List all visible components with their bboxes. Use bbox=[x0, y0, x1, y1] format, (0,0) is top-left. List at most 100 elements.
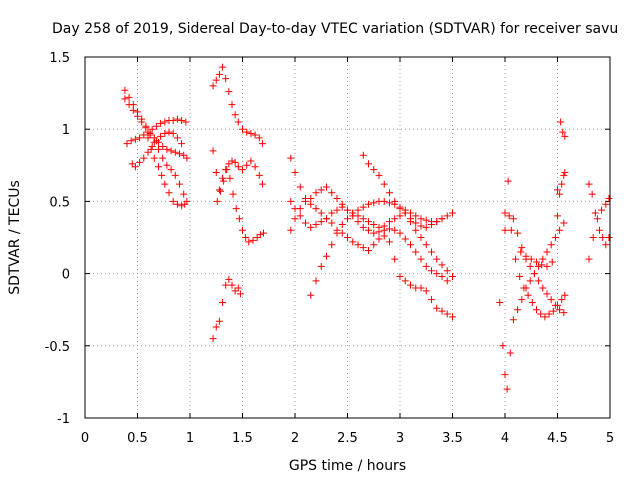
data-point bbox=[588, 190, 596, 198]
data-point bbox=[176, 180, 183, 188]
data-point bbox=[535, 262, 543, 270]
data-point bbox=[234, 284, 242, 292]
data-point bbox=[157, 132, 165, 140]
y-tick-label: 0 bbox=[62, 268, 70, 283]
data-point bbox=[543, 290, 551, 298]
data-point bbox=[328, 189, 336, 197]
data-point bbox=[412, 212, 420, 220]
data-point bbox=[136, 158, 144, 166]
series-arc-q bbox=[501, 212, 568, 317]
data-point bbox=[503, 385, 511, 393]
x-axis-label: GPS time / hours bbox=[289, 458, 406, 474]
data-point bbox=[593, 215, 601, 223]
data-point bbox=[121, 86, 129, 94]
chart-title: Day 258 of 2019, Sidereal Day-to-day VTE… bbox=[52, 21, 618, 37]
data-point bbox=[549, 307, 557, 315]
data-point bbox=[219, 174, 227, 182]
data-point bbox=[605, 195, 613, 203]
data-point bbox=[443, 267, 451, 275]
plot-frame bbox=[84, 56, 611, 419]
data-point bbox=[559, 128, 567, 136]
data-point bbox=[599, 234, 607, 241]
data-point bbox=[391, 255, 399, 263]
data-point bbox=[317, 186, 325, 194]
data-point bbox=[302, 197, 309, 205]
data-point bbox=[234, 163, 242, 171]
data-point bbox=[125, 101, 133, 109]
data-point bbox=[323, 215, 330, 223]
data-point bbox=[317, 209, 325, 217]
data-point bbox=[165, 128, 173, 136]
data-point bbox=[228, 157, 236, 165]
y-tick-label: -0.5 bbox=[45, 340, 70, 355]
data-point bbox=[438, 261, 446, 269]
data-point bbox=[243, 161, 251, 169]
data-point bbox=[140, 131, 148, 139]
series-arc-u bbox=[585, 195, 613, 263]
data-point bbox=[338, 203, 346, 211]
data-point bbox=[365, 160, 372, 168]
data-point bbox=[287, 154, 295, 162]
data-point bbox=[161, 180, 169, 188]
series-arc-g bbox=[209, 147, 266, 194]
data-point bbox=[556, 190, 564, 198]
data-point bbox=[140, 154, 148, 162]
data-point bbox=[247, 130, 255, 138]
data-point bbox=[433, 255, 441, 263]
data-point bbox=[449, 272, 456, 280]
data-point bbox=[598, 206, 606, 214]
series-arc-p bbox=[501, 177, 569, 321]
data-point bbox=[506, 349, 514, 357]
series-arc-j bbox=[287, 154, 456, 321]
data-point bbox=[602, 200, 610, 208]
data-point bbox=[591, 209, 599, 217]
data-point bbox=[443, 277, 451, 285]
x-tick-label: 4.5 bbox=[547, 431, 568, 446]
data-point bbox=[365, 218, 372, 226]
data-point bbox=[524, 291, 532, 299]
data-point bbox=[328, 209, 336, 217]
data-point bbox=[212, 169, 220, 177]
data-point bbox=[541, 313, 549, 321]
data-point bbox=[560, 309, 568, 317]
data-point bbox=[391, 226, 399, 234]
data-point bbox=[533, 258, 540, 266]
data-point bbox=[180, 190, 188, 198]
x-tick-label: 1 bbox=[186, 431, 194, 446]
data-point bbox=[365, 200, 372, 208]
series-arc-b bbox=[121, 95, 191, 162]
data-point bbox=[307, 291, 315, 299]
data-point bbox=[323, 183, 330, 191]
data-point bbox=[551, 301, 559, 309]
x-tick-label: 2 bbox=[291, 431, 299, 446]
data-point bbox=[422, 262, 430, 270]
data-point bbox=[386, 189, 393, 197]
data-point bbox=[554, 186, 561, 194]
data-point bbox=[433, 270, 441, 278]
data-point bbox=[228, 281, 236, 289]
data-point bbox=[251, 131, 259, 139]
data-point bbox=[312, 189, 320, 197]
data-point bbox=[312, 205, 320, 213]
data-point bbox=[412, 226, 420, 234]
data-point bbox=[228, 101, 236, 109]
data-point bbox=[317, 218, 325, 226]
x-tick-labels: 0 0.5 1 1.5 2 2.5 3 3.5 4 4.5 5 bbox=[81, 431, 614, 446]
x-tick-label: 2.5 bbox=[337, 431, 358, 446]
data-point bbox=[253, 234, 261, 241]
data-point bbox=[438, 272, 446, 280]
data-point bbox=[159, 154, 167, 162]
data-point bbox=[375, 171, 383, 179]
data-point bbox=[169, 117, 177, 125]
data-point bbox=[239, 125, 246, 133]
data-point bbox=[155, 145, 162, 153]
data-point bbox=[354, 206, 362, 214]
data-point bbox=[291, 215, 299, 223]
data-point bbox=[173, 200, 181, 208]
data-point bbox=[225, 160, 233, 168]
data-point bbox=[539, 255, 547, 263]
data-point bbox=[522, 252, 530, 260]
data-point bbox=[507, 226, 515, 234]
data-point bbox=[344, 206, 351, 214]
data-point bbox=[509, 215, 517, 223]
